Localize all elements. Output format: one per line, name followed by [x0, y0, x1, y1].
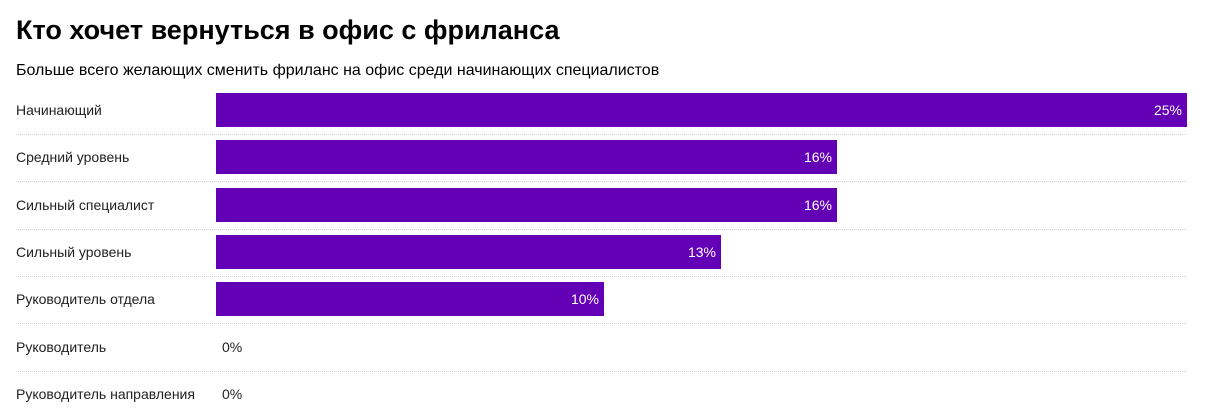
- bar: [216, 140, 837, 174]
- row-separator: [16, 276, 1187, 277]
- chart-subtitle: Больше всего желающих сменить фриланс на…: [16, 62, 660, 79]
- data-label: 16%: [803, 197, 832, 213]
- chart-title: Кто хочет вернуться в офис с фриланса: [16, 15, 560, 45]
- data-label: 10%: [570, 291, 599, 307]
- bar: [216, 235, 721, 269]
- bar: [216, 188, 837, 222]
- bar: [216, 282, 604, 316]
- row-separator: [16, 371, 1187, 372]
- row-separator: [16, 323, 1187, 324]
- category-label: Сильный специалист: [16, 197, 155, 213]
- bar: [216, 93, 1187, 127]
- category-label: Руководитель: [16, 339, 107, 355]
- data-label: 0%: [222, 386, 243, 402]
- category-label: Руководитель направления: [16, 386, 195, 402]
- category-label: Сильный уровень: [16, 244, 132, 260]
- data-label: 0%: [222, 339, 243, 355]
- data-label: 16%: [803, 149, 832, 165]
- data-label: 13%: [687, 244, 716, 260]
- category-label: Средний уровень: [16, 149, 130, 165]
- category-label: Руководитель отдела: [16, 291, 155, 307]
- data-label: 25%: [1153, 102, 1182, 118]
- row-separator: [16, 134, 1187, 135]
- row-separator: [16, 229, 1187, 230]
- row-separator: [16, 181, 1187, 182]
- category-label: Начинающий: [16, 102, 102, 118]
